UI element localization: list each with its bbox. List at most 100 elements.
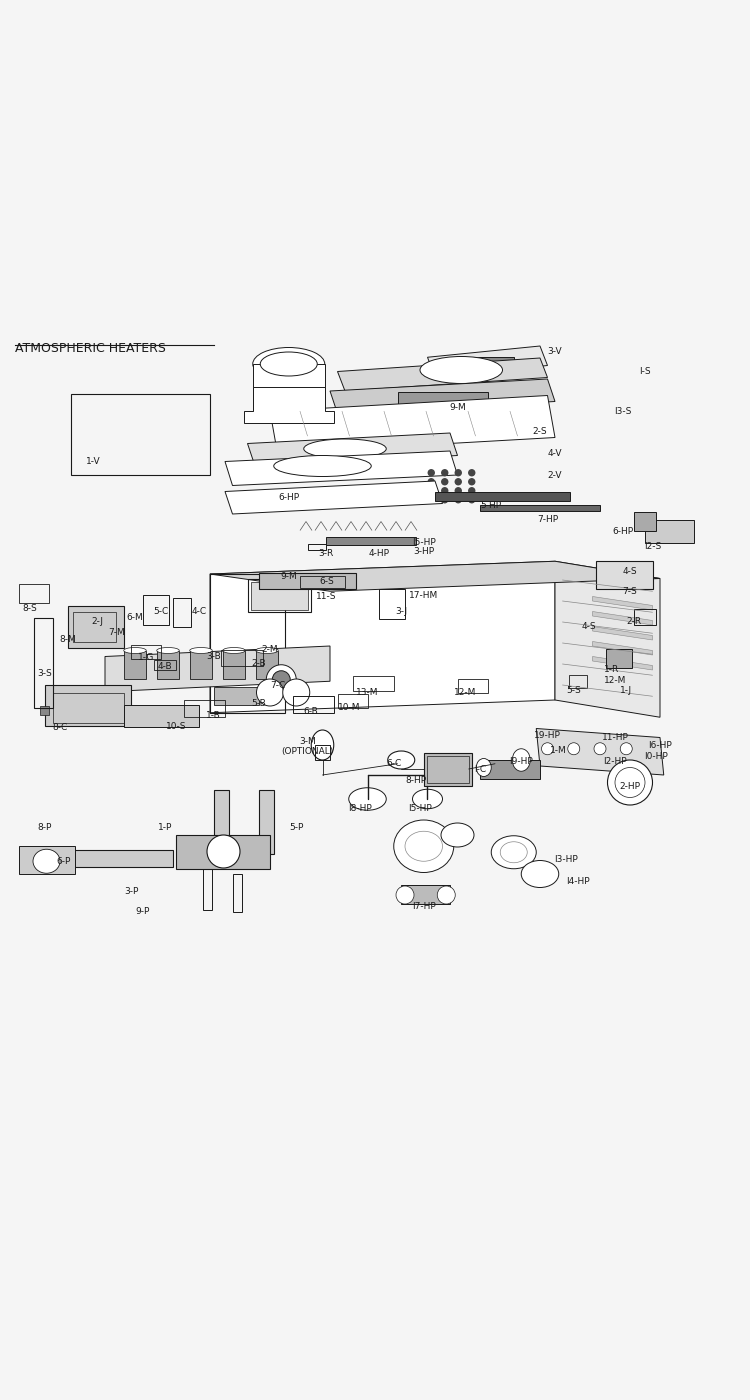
Text: 5-S: 5-S [566, 686, 581, 694]
Ellipse shape [207, 834, 240, 868]
Ellipse shape [608, 760, 652, 805]
Bar [352, 676, 394, 692]
Ellipse shape [420, 357, 503, 384]
Bar [184, 700, 225, 717]
Bar [45, 685, 131, 727]
Text: I3-S: I3-S [614, 407, 632, 417]
Circle shape [469, 479, 475, 484]
Bar [645, 519, 694, 542]
Ellipse shape [394, 820, 454, 872]
Bar [214, 686, 259, 706]
Circle shape [266, 665, 296, 694]
Ellipse shape [413, 790, 442, 809]
Text: 2-B: 2-B [251, 659, 266, 669]
Text: 3-R: 3-R [319, 549, 334, 559]
Circle shape [455, 487, 461, 494]
Text: 1-M: 1-M [550, 746, 567, 755]
Text: 10-S: 10-S [166, 722, 187, 731]
Polygon shape [427, 346, 548, 378]
Bar [172, 598, 191, 627]
Bar [223, 651, 245, 679]
Bar [256, 651, 278, 679]
Text: 3-J: 3-J [395, 608, 407, 616]
Text: 8-P: 8-P [38, 823, 52, 832]
Text: I6-HP: I6-HP [648, 741, 672, 749]
Text: 2-HP: 2-HP [620, 781, 640, 791]
Text: 11-HP: 11-HP [602, 734, 628, 742]
Text: 2-V: 2-V [548, 470, 562, 479]
Bar [338, 694, 368, 707]
Text: 3-M
(OPTIONAL): 3-M (OPTIONAL) [281, 736, 334, 756]
Text: 4-C: 4-C [191, 608, 206, 616]
Ellipse shape [594, 743, 606, 755]
Bar [480, 760, 540, 778]
Ellipse shape [260, 351, 317, 377]
Text: 17-HM: 17-HM [409, 591, 438, 599]
Text: I4-HP: I4-HP [566, 876, 590, 886]
Text: 1-B: 1-B [206, 711, 221, 720]
Text: 2-R: 2-R [626, 617, 641, 626]
Bar [480, 505, 600, 511]
Text: 7-HP: 7-HP [537, 515, 558, 525]
Text: 11-S: 11-S [316, 592, 337, 601]
Text: 9-P: 9-P [135, 907, 150, 916]
Circle shape [272, 671, 290, 689]
Polygon shape [19, 846, 75, 874]
Ellipse shape [542, 743, 554, 755]
Circle shape [428, 487, 434, 494]
Bar [465, 357, 514, 370]
Text: 7-C: 7-C [270, 680, 285, 690]
Polygon shape [210, 561, 660, 591]
Text: 6-M: 6-M [127, 613, 143, 622]
Circle shape [428, 497, 434, 503]
Text: 8-M: 8-M [59, 636, 76, 644]
Text: 3-B: 3-B [206, 652, 221, 661]
Ellipse shape [437, 886, 455, 904]
Ellipse shape [157, 647, 179, 654]
Text: 2-J: 2-J [92, 617, 104, 626]
Text: 8-C: 8-C [53, 724, 68, 732]
Bar [308, 545, 326, 550]
Bar [176, 834, 270, 869]
Bar [458, 679, 488, 693]
Polygon shape [592, 627, 652, 640]
Text: I2-HP: I2-HP [603, 757, 627, 766]
Ellipse shape [396, 886, 414, 904]
Text: 12-M: 12-M [454, 687, 476, 697]
Polygon shape [225, 482, 442, 514]
Bar [19, 584, 49, 602]
Bar [568, 675, 587, 687]
Bar [634, 512, 656, 531]
Ellipse shape [274, 455, 371, 476]
Bar [315, 745, 330, 760]
Text: I2-S: I2-S [644, 542, 662, 550]
Bar [53, 693, 124, 722]
Circle shape [442, 487, 448, 494]
Text: 2-S: 2-S [532, 427, 548, 435]
Text: 1-P: 1-P [158, 823, 172, 832]
Text: I0-HP: I0-HP [644, 752, 668, 760]
Circle shape [455, 479, 461, 484]
Text: 8-HP: 8-HP [406, 776, 427, 785]
Ellipse shape [223, 647, 245, 654]
Ellipse shape [568, 743, 580, 755]
Polygon shape [270, 395, 555, 454]
Bar [210, 574, 285, 713]
Text: 4-V: 4-V [548, 449, 562, 459]
Text: I9-HP: I9-HP [509, 757, 533, 766]
Polygon shape [330, 379, 555, 413]
Text: I3-HP: I3-HP [554, 854, 578, 864]
Bar [73, 612, 116, 641]
Bar [221, 650, 262, 666]
Text: 13-M: 13-M [356, 687, 379, 697]
Polygon shape [592, 657, 652, 671]
Polygon shape [338, 358, 548, 391]
Text: 9-M: 9-M [449, 403, 466, 412]
Ellipse shape [256, 647, 278, 654]
Ellipse shape [620, 743, 632, 755]
Ellipse shape [33, 850, 60, 874]
Bar [300, 577, 345, 588]
Bar [124, 704, 199, 727]
Text: 3-V: 3-V [548, 347, 562, 356]
Polygon shape [592, 596, 652, 610]
